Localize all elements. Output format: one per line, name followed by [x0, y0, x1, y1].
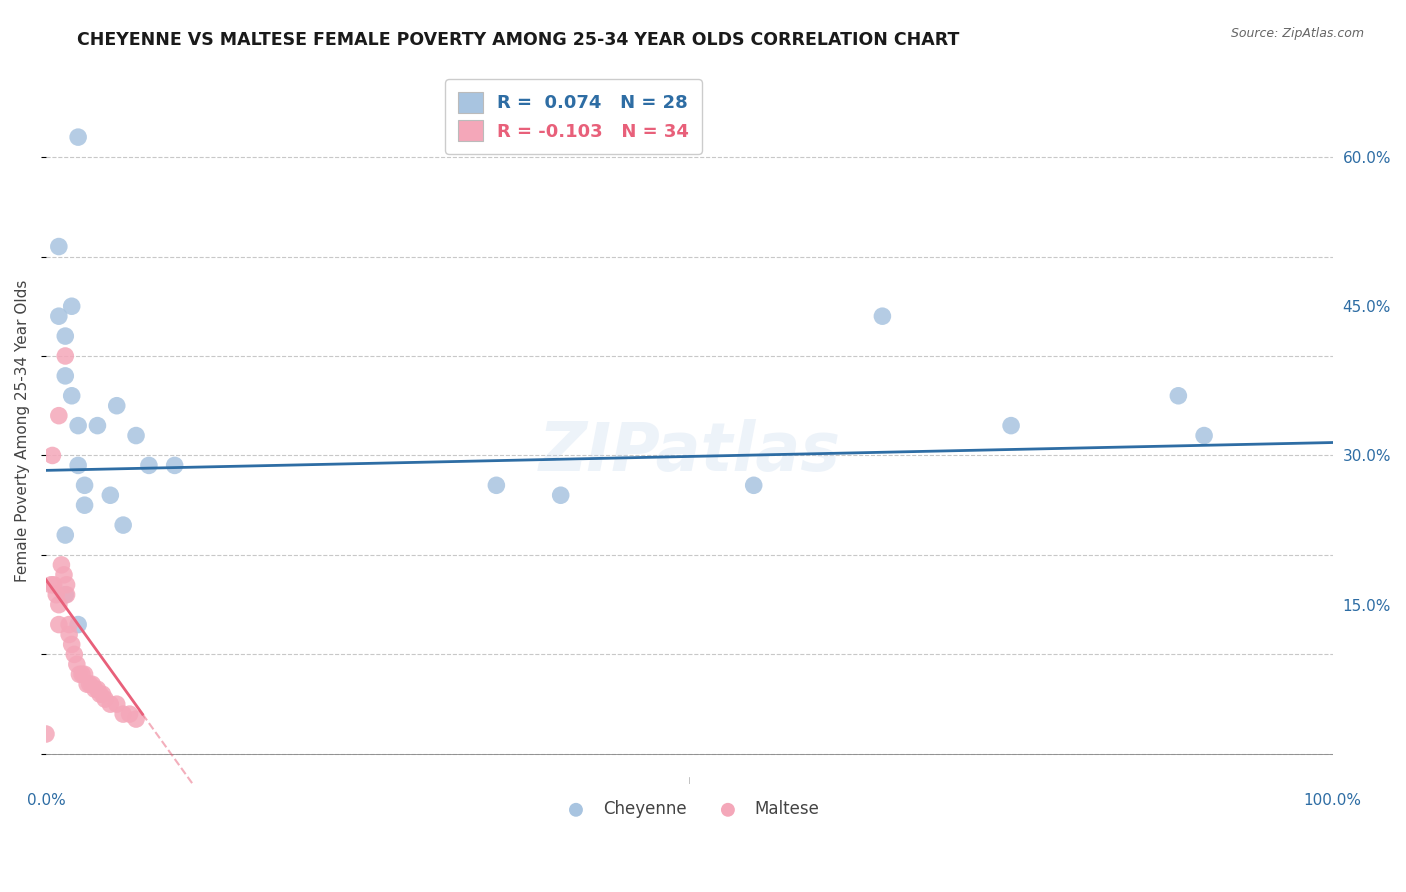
Point: [872, 309, 894, 323]
Point: [91, 687, 114, 701]
Y-axis label: Female Poverty Among 25-34 Year Olds: Female Poverty Among 25-34 Year Olds: [15, 279, 30, 582]
Point: [48, 598, 70, 612]
Point: [58, 617, 80, 632]
Point: [53, 528, 76, 542]
Point: [125, 428, 148, 442]
Point: [41, 449, 63, 463]
Point: [1000, 418, 1022, 433]
Point: [73, 478, 96, 492]
Point: [55, 588, 77, 602]
Point: [63, 648, 86, 662]
Point: [94, 692, 117, 706]
Point: [53, 349, 76, 363]
Legend: Cheyenne, Maltese: Cheyenne, Maltese: [553, 794, 827, 825]
Point: [73, 498, 96, 512]
Point: [112, 707, 135, 722]
Point: [48, 239, 70, 253]
Point: [82, 677, 104, 691]
Point: [83, 682, 105, 697]
Point: [98, 697, 121, 711]
Point: [138, 458, 160, 473]
Point: [163, 458, 186, 473]
Point: [35, 727, 58, 741]
Point: [53, 588, 76, 602]
Point: [1192, 428, 1215, 442]
Point: [79, 677, 101, 691]
Point: [118, 707, 141, 722]
Point: [60, 389, 83, 403]
Point: [125, 712, 148, 726]
Point: [105, 399, 128, 413]
Point: [76, 677, 98, 691]
Point: [70, 667, 93, 681]
Point: [60, 299, 83, 313]
Point: [550, 488, 572, 502]
Point: [112, 518, 135, 533]
Point: [48, 309, 70, 323]
Text: ZIPatlas: ZIPatlas: [538, 418, 841, 484]
Point: [53, 329, 76, 343]
Point: [67, 418, 90, 433]
Point: [86, 418, 108, 433]
Point: [89, 687, 111, 701]
Point: [53, 567, 76, 582]
Point: [66, 657, 89, 672]
Point: [98, 488, 121, 502]
Point: [48, 409, 70, 423]
Point: [485, 478, 508, 492]
Text: Source: ZipAtlas.com: Source: ZipAtlas.com: [1230, 27, 1364, 40]
Point: [58, 627, 80, 641]
Text: CHEYENNE VS MALTESE FEMALE POVERTY AMONG 25-34 YEAR OLDS CORRELATION CHART: CHEYENNE VS MALTESE FEMALE POVERTY AMONG…: [77, 31, 960, 49]
Point: [1167, 389, 1189, 403]
Point: [67, 667, 90, 681]
Point: [39, 578, 62, 592]
Point: [67, 130, 90, 145]
Point: [45, 588, 67, 602]
Point: [48, 617, 70, 632]
Point: [86, 682, 108, 697]
Point: [55, 578, 77, 592]
Point: [742, 478, 765, 492]
Point: [60, 637, 83, 651]
Point: [42, 578, 65, 592]
Point: [51, 558, 73, 572]
Point: [67, 458, 90, 473]
Point: [67, 617, 90, 632]
Point: [105, 697, 128, 711]
Point: [53, 368, 76, 383]
Point: [73, 667, 96, 681]
